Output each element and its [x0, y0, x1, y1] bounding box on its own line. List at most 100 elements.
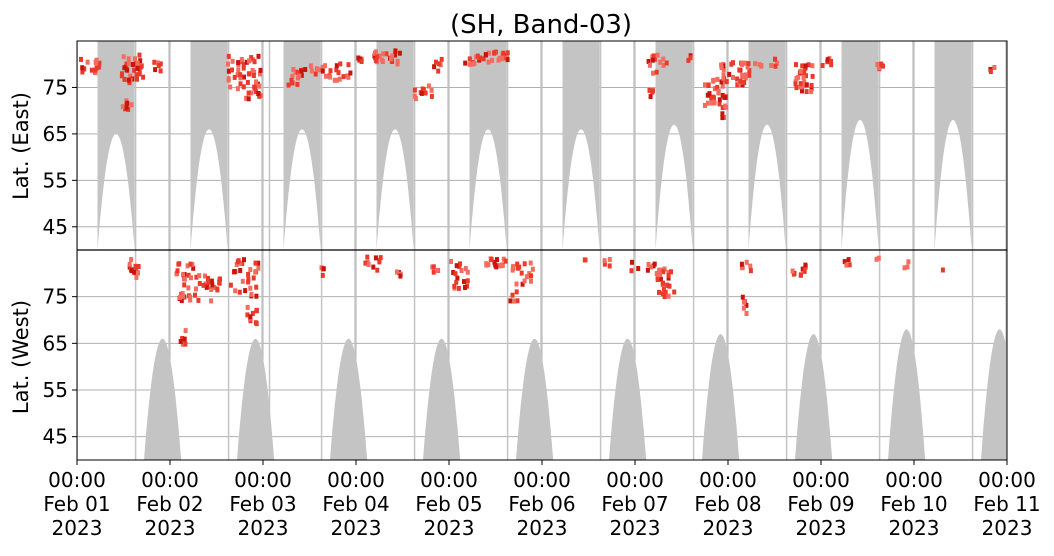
x-tick-label: 00:00 Feb 06 2023 [508, 468, 575, 540]
event-cell [705, 100, 710, 106]
event-cell [722, 94, 727, 100]
event-cell [607, 263, 612, 269]
event-cell [655, 52, 660, 58]
event-cell [645, 267, 650, 273]
event-cell [436, 61, 441, 67]
event-cell [743, 75, 748, 81]
event-cell [127, 264, 132, 270]
event-cell [454, 279, 459, 285]
event-cell [186, 272, 191, 278]
event-cell [794, 85, 799, 91]
event-cell [724, 105, 729, 110]
event-cell [794, 62, 798, 68]
event-cell [253, 260, 258, 266]
event-cell [742, 299, 746, 305]
event-cell [254, 293, 259, 299]
event-cell [522, 278, 527, 284]
event-cell [236, 258, 241, 264]
event-cell [738, 78, 743, 84]
event-cell [236, 60, 241, 66]
coverage-lobe [144, 338, 182, 460]
event-cell [373, 255, 378, 261]
event-cell [658, 272, 662, 278]
x-tick-label: 00:00 Feb 09 2023 [787, 468, 854, 540]
event-cell [662, 294, 667, 300]
event-cell [314, 66, 319, 72]
event-cell [658, 276, 663, 282]
y-tick-label: 55 [43, 168, 68, 192]
event-cell [245, 304, 250, 310]
event-cell [721, 67, 726, 73]
event-cell [658, 59, 663, 65]
event-cell [661, 269, 666, 275]
event-cell [500, 263, 505, 269]
event-cell [514, 289, 519, 295]
event-cell [384, 51, 389, 57]
event-cell [248, 285, 253, 291]
event-cell [820, 63, 825, 68]
event-cell [210, 282, 215, 288]
event-cell [320, 272, 325, 278]
event-cell [669, 269, 673, 275]
event-cell [250, 310, 255, 316]
event-cell [431, 269, 436, 275]
event-cell [742, 80, 747, 85]
event-cell [139, 64, 143, 70]
event-cell [740, 294, 745, 300]
event-cell [188, 261, 193, 267]
event-cell [201, 282, 206, 288]
coverage-lobe [888, 329, 926, 460]
event-cell [721, 72, 726, 78]
y-tick-label: 55 [43, 378, 68, 402]
event-cell [630, 259, 634, 265]
event-cell [235, 86, 240, 92]
event-cell [803, 262, 808, 268]
event-cell [703, 103, 707, 108]
event-cell [186, 285, 191, 291]
event-cell [239, 57, 244, 62]
event-cell [456, 285, 461, 291]
coverage-lobe [841, 41, 879, 250]
event-cell [79, 56, 83, 62]
event-cell [346, 74, 351, 80]
event-cell [629, 268, 634, 274]
coverage-lobe [655, 41, 693, 250]
event-cell [874, 256, 879, 262]
event-cell [503, 258, 508, 264]
coverage-lobe [330, 338, 368, 460]
event-cell [253, 320, 258, 326]
coverage-lobe [469, 41, 507, 250]
event-cell [492, 259, 497, 265]
event-cell [809, 89, 814, 95]
event-cell [667, 283, 672, 289]
event-cell [463, 60, 468, 66]
event-cell [720, 115, 725, 121]
event-cell [654, 69, 659, 75]
event-cell [842, 259, 847, 265]
bottom-shade [77, 250, 1007, 460]
event-cell [233, 288, 238, 294]
event-cell [249, 291, 254, 297]
event-cell [119, 73, 124, 79]
event-cell [486, 262, 491, 268]
event-cell [486, 59, 491, 65]
event-cell [252, 69, 257, 75]
event-cell [290, 80, 295, 86]
event-cell [744, 311, 749, 316]
event-cell [741, 305, 746, 311]
event-cell [85, 59, 90, 65]
event-cell [237, 289, 242, 295]
event-cell [602, 258, 607, 264]
event-cell [739, 261, 744, 267]
event-cell [226, 68, 231, 74]
event-cell [459, 268, 464, 273]
event-cell [254, 308, 259, 314]
event-cell [232, 269, 237, 274]
event-cell [238, 81, 243, 87]
coverage-lobe [190, 41, 228, 250]
event-cell [810, 63, 815, 69]
event-cell [455, 275, 460, 281]
top-events [79, 48, 997, 121]
x-tick-label: 00:00 Feb 04 2023 [322, 468, 389, 540]
event-cell [940, 267, 945, 273]
